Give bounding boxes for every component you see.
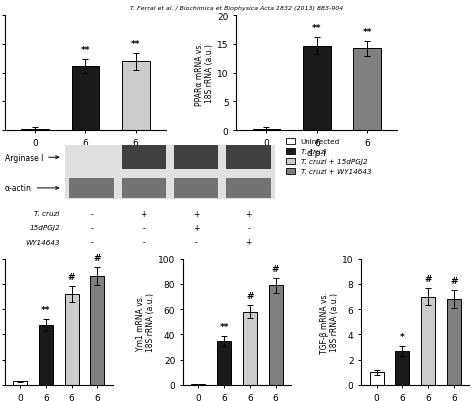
Y-axis label: TGF-β mRNA vs.
18S rRNA (a.u.): TGF-β mRNA vs. 18S rRNA (a.u.) [320, 291, 339, 353]
Text: +: + [193, 209, 200, 218]
Bar [69, 178, 114, 198]
Text: Arginase I: Arginase I [5, 153, 59, 162]
Text: T. cruzi: T. cruzi [35, 211, 60, 217]
Text: -: - [90, 238, 93, 247]
Text: -: - [90, 223, 93, 232]
Bar [243, 312, 257, 385]
Bar [353, 49, 381, 131]
Bar [395, 351, 410, 385]
Bar [253, 129, 280, 131]
Text: -: - [143, 238, 145, 247]
Text: +: + [246, 238, 252, 247]
Bar [69, 146, 114, 170]
Text: α-actin: α-actin [5, 184, 59, 193]
Text: -: - [247, 223, 250, 232]
Bar [217, 341, 231, 385]
Text: 15dPGJ2: 15dPGJ2 [29, 225, 60, 231]
Text: -: - [195, 238, 198, 247]
Bar [174, 146, 219, 170]
Bar [226, 178, 271, 198]
Bar [226, 146, 271, 170]
Bar [303, 47, 331, 131]
Bar [421, 297, 435, 385]
Text: *: * [400, 332, 405, 341]
Text: +: + [193, 223, 200, 232]
Text: #: # [68, 273, 75, 282]
Text: **: ** [131, 40, 140, 49]
Text: #: # [246, 292, 254, 301]
Bar [370, 373, 384, 385]
Text: **: ** [312, 24, 321, 33]
Bar [90, 277, 104, 385]
Text: +: + [141, 209, 147, 218]
Text: **: ** [219, 322, 229, 331]
Text: **: ** [81, 46, 90, 55]
Bar [72, 67, 99, 131]
Legend: Uninfected, T. cruzi, T. cruzi + 15dPGJ2, T. cruzi + WY14643: Uninfected, T. cruzi, T. cruzi + 15dPGJ2… [286, 138, 371, 175]
Bar [174, 178, 219, 198]
Text: T. Ferral et al. / Biochimica et Biophysica Acta 1832 (2013) 883-904: T. Ferral et al. / Biochimica et Biophys… [130, 6, 344, 11]
Bar [13, 381, 27, 385]
Bar [64, 294, 79, 385]
Text: #: # [450, 277, 457, 286]
Text: #: # [93, 254, 101, 263]
Text: **: ** [363, 28, 372, 37]
Bar [122, 62, 150, 131]
Text: +: + [246, 209, 252, 218]
Text: WY14643: WY14643 [25, 239, 60, 245]
Bar [268, 286, 283, 385]
Bar [122, 146, 166, 170]
Bar [447, 300, 461, 385]
X-axis label: d.p.i: d.p.i [307, 149, 327, 158]
Text: **: ** [41, 306, 51, 314]
Bar [122, 178, 166, 198]
Text: #: # [272, 264, 279, 273]
Bar [191, 384, 206, 385]
Y-axis label: PPARα mRNA vs.
18S rRNA (a.u.): PPARα mRNA vs. 18S rRNA (a.u.) [195, 42, 214, 105]
Bar [65, 146, 275, 199]
Text: -: - [143, 223, 145, 232]
Bar [39, 326, 53, 385]
Bar [21, 129, 49, 131]
Text: -: - [90, 209, 93, 218]
X-axis label: d.p.i: d.p.i [75, 149, 95, 158]
Text: #: # [424, 274, 432, 283]
Y-axis label: Ym1 mRNA vs.
18S rRNA (a.u.): Ym1 mRNA vs. 18S rRNA (a.u.) [136, 293, 155, 351]
